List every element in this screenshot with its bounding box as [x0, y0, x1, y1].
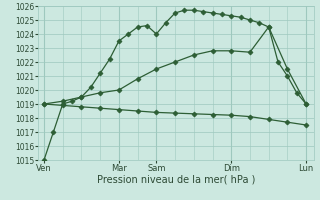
X-axis label: Pression niveau de la mer( hPa ): Pression niveau de la mer( hPa ): [97, 175, 255, 185]
